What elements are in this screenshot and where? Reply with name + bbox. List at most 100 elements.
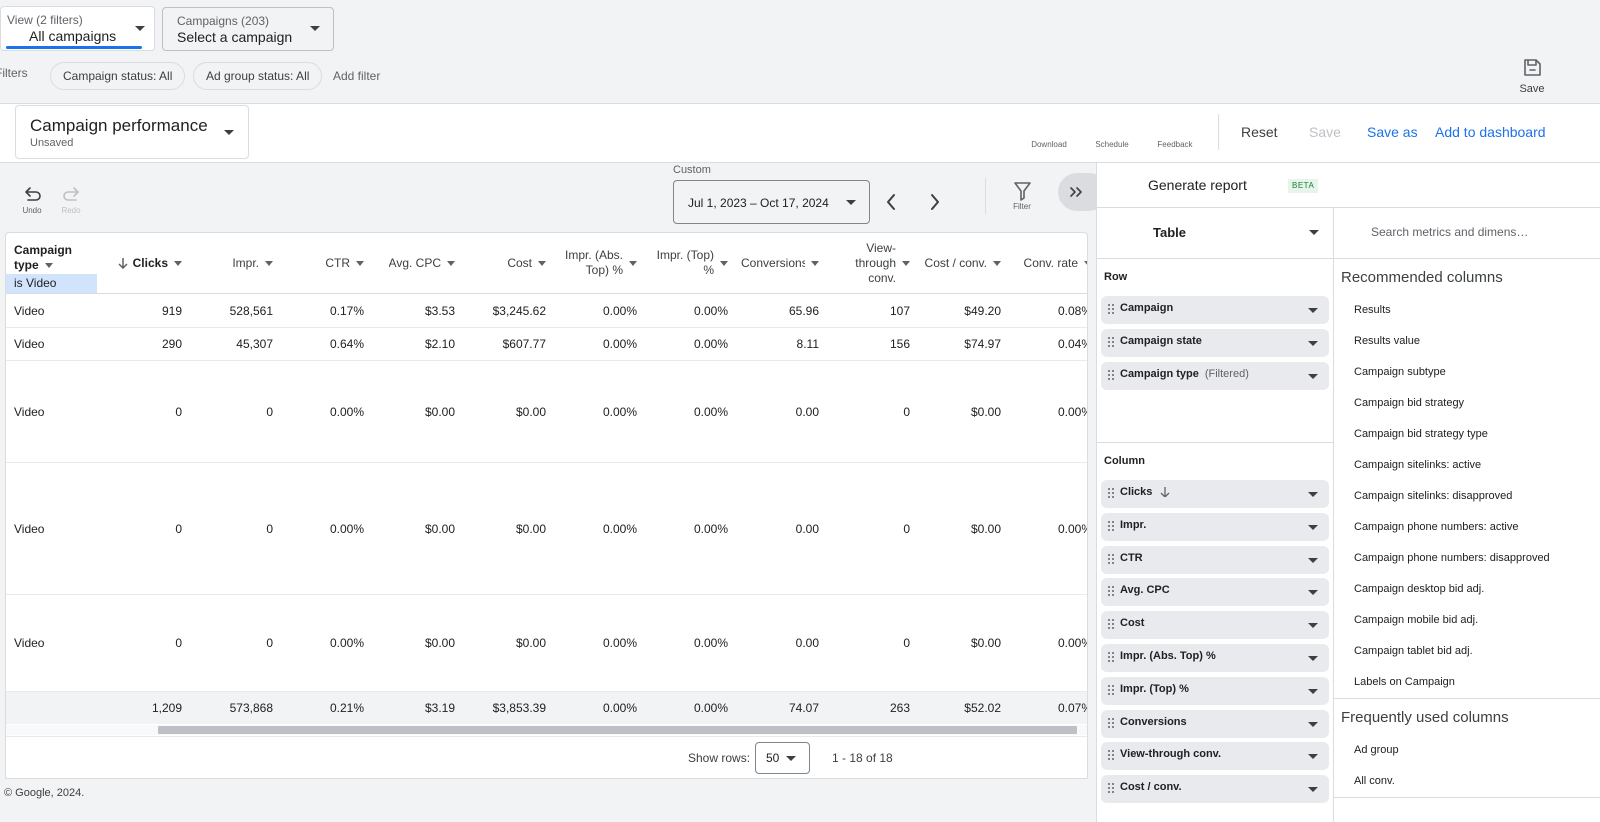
- column-option[interactable]: Results value: [1354, 335, 1421, 347]
- dimension-chip[interactable]: [1101, 296, 1329, 324]
- dimension-chip-label: Impr. (Top) %: [1120, 683, 1290, 695]
- column-option[interactable]: Campaign phone numbers: disapproved: [1354, 552, 1550, 564]
- table-cell: $49.20: [964, 304, 1001, 318]
- column-option[interactable]: Campaign bid strategy: [1354, 397, 1465, 409]
- report-action[interactable]: Download: [1031, 140, 1067, 149]
- drag-handle-dot: [1108, 492, 1110, 494]
- dimension-chip-label: View-through conv.: [1120, 748, 1290, 760]
- table-cell: $0.00: [424, 636, 455, 650]
- report-action[interactable]: Schedule: [1095, 140, 1129, 149]
- reset-button[interactable]: Reset: [1241, 124, 1278, 140]
- footer: © Google, 2024.: [4, 787, 85, 799]
- drag-handle-dot: [1112, 590, 1114, 593]
- report-title-box[interactable]: [15, 105, 249, 159]
- column-option[interactable]: Campaign sitelinks: disapproved: [1354, 490, 1513, 502]
- column-header[interactable]: Impr. (Top) %: [640, 233, 728, 293]
- undo-button[interactable]: Undo: [22, 206, 42, 215]
- column-option[interactable]: Campaign sitelinks: active: [1354, 459, 1482, 471]
- column-option[interactable]: Campaign bid strategy type: [1354, 428, 1488, 440]
- column-header-text: Cost / conv.: [924, 255, 987, 270]
- dimension-chip[interactable]: [1101, 709, 1329, 738]
- search-input[interactable]: Search metrics and dimensions: [1371, 225, 1531, 239]
- column-header[interactable]: Clicks: [94, 233, 182, 293]
- table-cell: Video: [14, 636, 45, 650]
- column-option[interactable]: Campaign tablet bid adj.: [1354, 645, 1473, 657]
- dropdown-caret: [1308, 374, 1318, 379]
- scrollbar-thumb[interactable]: [158, 726, 1077, 734]
- table-cell: 0: [266, 636, 273, 650]
- dimension-chip[interactable]: [1101, 362, 1329, 390]
- table-cell: 0: [175, 405, 182, 419]
- add-filter[interactable]: Add filter: [333, 69, 381, 83]
- column-header[interactable]: Avg. CPC: [367, 233, 455, 293]
- dimension-chip-label: Avg. CPC: [1120, 584, 1290, 596]
- dimension-chip-label: Impr.: [1120, 519, 1290, 531]
- column-header[interactable]: Impr. (Abs. Top) %: [549, 233, 637, 293]
- chip-text: Avg. CPC: [1120, 584, 1170, 597]
- table-cell: $0.00: [515, 522, 546, 536]
- save-as-button[interactable]: Save as: [1367, 124, 1418, 140]
- add-to-dashboard-button[interactable]: Add to dashboard: [1435, 124, 1546, 140]
- filter-chip[interactable]: Ad group status: All: [193, 62, 323, 90]
- column-option[interactable]: Campaign subtype: [1354, 366, 1446, 378]
- column-header-text-wrap: Impr. (Abs. Top) %: [559, 248, 623, 278]
- column-option[interactable]: Campaign desktop bid adj.: [1354, 583, 1485, 595]
- pagination-border: [6, 736, 1087, 737]
- table-cell: $0.00: [970, 522, 1001, 536]
- column-header[interactable]: Conv. rate: [1004, 233, 1087, 293]
- drag-handle-dot: [1108, 586, 1110, 589]
- total-cell: 0.07%: [1057, 701, 1087, 715]
- filter-button[interactable]: Filter: [1013, 202, 1031, 211]
- column-header[interactable]: CTR: [276, 233, 364, 293]
- column-option[interactable]: Campaign mobile bid adj.: [1354, 614, 1479, 626]
- dimension-chip[interactable]: [1101, 611, 1329, 640]
- column-header[interactable]: View-through conv.: [822, 233, 910, 293]
- column-header-text: Avg. CPC: [388, 255, 441, 270]
- dimension-chip[interactable]: [1101, 480, 1329, 508]
- sort-icon: [1160, 487, 1170, 499]
- dimension-chip[interactable]: [1101, 512, 1329, 541]
- table-cell: 0.00: [795, 405, 819, 419]
- column-header[interactable]: Conversions: [731, 233, 819, 293]
- column-option[interactable]: Labels on Campaign: [1354, 676, 1455, 688]
- chip-text: Impr. (Abs. Top) %: [1120, 650, 1216, 662]
- total-cell: 573,868: [229, 701, 273, 715]
- dropdown-caret: [1309, 230, 1319, 235]
- dimension-chip[interactable]: [1101, 329, 1329, 357]
- top-save[interactable]: Save: [1519, 83, 1545, 95]
- column-header[interactable]: Cost: [458, 233, 546, 293]
- dimension-chip[interactable]: [1101, 676, 1329, 705]
- table-card: Campaign type is Video Clicks Impr. CTR Avg. …: [5, 232, 1088, 779]
- dimension-chip[interactable]: [1101, 775, 1329, 804]
- date-range-picker[interactable]: [673, 180, 870, 224]
- report-action[interactable]: Feedback: [1157, 140, 1193, 149]
- drag-handle-dot: [1108, 692, 1110, 695]
- column-header[interactable]: Campaign type: [14, 243, 94, 273]
- column-option[interactable]: Ad group: [1354, 744, 1399, 756]
- dimension-chip[interactable]: [1101, 578, 1329, 607]
- column-header-text: Campaign type: [14, 243, 73, 272]
- dimension-chip[interactable]: [1101, 644, 1329, 672]
- divider: [985, 178, 986, 214]
- table-cell: 0.00%: [602, 522, 637, 536]
- column-header-text-wrap: View-through conv.: [832, 241, 896, 286]
- drag-handle-dot: [1112, 787, 1114, 790]
- dimension-chip[interactable]: [1101, 545, 1329, 574]
- table-cell: 0.00: [795, 522, 819, 536]
- column-label: Column: [1104, 455, 1145, 467]
- column-header[interactable]: Impr.: [185, 233, 273, 293]
- drag-handle-dot: [1108, 528, 1110, 531]
- dimension-chip[interactable]: [1101, 742, 1329, 771]
- view-selector[interactable]: [0, 6, 155, 51]
- campaign-selector[interactable]: [162, 7, 334, 51]
- view-type-selector[interactable]: [1097, 208, 1333, 258]
- column-option[interactable]: Results: [1354, 304, 1391, 316]
- filter-chip[interactable]: Campaign status: All: [50, 62, 186, 90]
- column-header[interactable]: Cost / conv.: [913, 233, 1001, 293]
- column-option[interactable]: All conv.: [1354, 775, 1395, 787]
- drag-handle-dot: [1112, 754, 1114, 757]
- column-header-text: Conv. rate: [1023, 255, 1078, 270]
- show-rows-select[interactable]: [755, 742, 810, 774]
- table-cell: 0: [903, 405, 910, 419]
- column-option[interactable]: Campaign phone numbers: active: [1354, 521, 1519, 533]
